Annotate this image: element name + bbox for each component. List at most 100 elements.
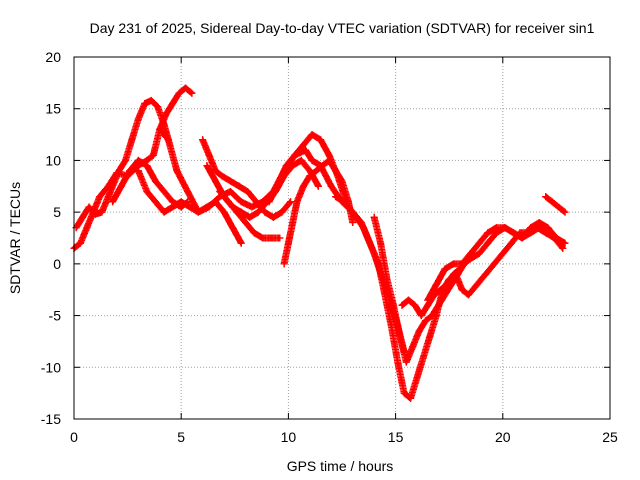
data-point [332, 167, 340, 175]
data-point [154, 103, 162, 111]
data-point [151, 177, 159, 185]
data-point [299, 141, 307, 149]
data-point [164, 136, 172, 144]
data-point [314, 182, 322, 190]
data-point [396, 332, 404, 340]
y-tick-label: -5 [49, 308, 62, 324]
data-point [475, 250, 483, 258]
data-point [458, 260, 466, 268]
data-point [548, 198, 556, 206]
data-point [111, 177, 119, 185]
data-point [413, 374, 421, 382]
x-axis-ticks: 0 5 10 15 20 25 [70, 57, 618, 445]
data-point [287, 198, 295, 206]
data-point [224, 198, 232, 206]
data-point [188, 89, 196, 97]
data-point [276, 234, 284, 242]
data-point [422, 317, 430, 325]
data-point [482, 270, 490, 278]
data-point [147, 96, 155, 104]
data-point [527, 224, 535, 232]
data-point [160, 187, 168, 195]
data-point [104, 193, 112, 201]
data-point [237, 198, 245, 206]
data-point [308, 131, 316, 139]
data-point [338, 177, 346, 185]
data-point [419, 353, 427, 361]
data-point [434, 301, 442, 309]
data-point [415, 327, 423, 335]
data-point [407, 394, 415, 402]
data-point [349, 208, 357, 216]
data-point [507, 239, 515, 247]
data-point [432, 281, 440, 289]
data-point [302, 146, 310, 154]
data-point [184, 187, 192, 195]
data-point [83, 224, 91, 232]
data-point [387, 322, 395, 330]
data-point [437, 286, 445, 294]
data-point [265, 198, 273, 206]
series-track-6 [199, 136, 295, 221]
data-point [216, 187, 224, 195]
grid-lines [74, 57, 610, 419]
x-tick-label: 20 [495, 429, 511, 445]
data-point [248, 203, 256, 211]
y-tick-label: -10 [41, 359, 61, 375]
marker-track [156, 84, 196, 133]
data-point [194, 208, 202, 216]
data-point [252, 198, 260, 206]
data-point [366, 239, 374, 247]
data-point [535, 218, 543, 226]
data-point [91, 210, 99, 218]
data-point [156, 125, 164, 133]
data-points [70, 84, 569, 402]
data-point [175, 89, 183, 97]
data-point [250, 229, 258, 237]
y-axis-ticks: -15 -10 -5 0 5 10 15 20 [41, 49, 610, 427]
data-point [389, 301, 397, 309]
data-point [229, 224, 237, 232]
series-track-2 [72, 96, 172, 232]
data-point [297, 156, 305, 164]
series-track-5 [156, 84, 196, 133]
data-point [244, 187, 252, 195]
x-tick-label: 10 [281, 429, 297, 445]
data-point [169, 203, 177, 211]
data-point [98, 208, 106, 216]
marker-track [72, 96, 172, 232]
data-point [370, 213, 378, 221]
data-point [449, 260, 457, 268]
data-point [467, 250, 475, 258]
data-point [173, 167, 181, 175]
series-track-8 [216, 187, 284, 242]
data-point [319, 162, 327, 170]
data-point [203, 162, 211, 170]
data-point [212, 198, 220, 206]
data-point [233, 208, 241, 216]
data-point [242, 218, 250, 226]
data-point [269, 213, 277, 221]
data-point [134, 156, 142, 164]
data-point [555, 203, 563, 211]
data-point [115, 167, 123, 175]
data-point [79, 213, 87, 221]
data-point [552, 234, 560, 242]
data-point [441, 291, 449, 299]
data-point [424, 296, 432, 304]
data-point [357, 218, 365, 226]
data-point [327, 182, 335, 190]
data-point [484, 229, 492, 237]
data-point [199, 136, 207, 144]
data-point [143, 162, 151, 170]
data-point [312, 167, 320, 175]
data-point [126, 167, 134, 175]
data-point [492, 224, 500, 232]
chart-title: Day 231 of 2025, Sidereal Day-to-day VTE… [90, 20, 595, 36]
data-point [490, 260, 498, 268]
data-point [499, 250, 507, 258]
data-point [428, 312, 436, 320]
data-point [400, 389, 408, 397]
x-tick-label: 25 [602, 429, 618, 445]
